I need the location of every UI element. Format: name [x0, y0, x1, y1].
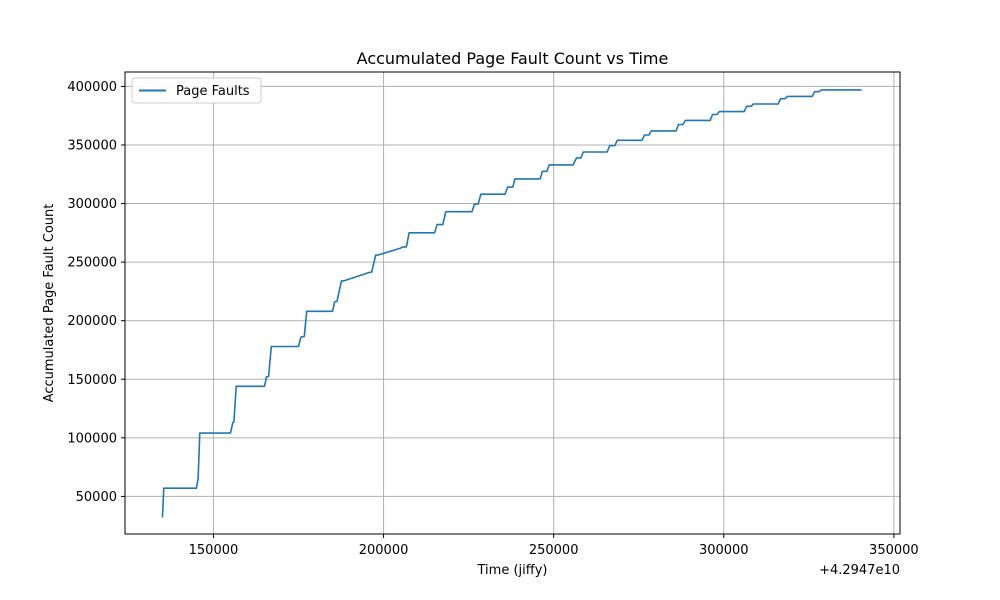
x-tick-label: 250000	[529, 543, 579, 558]
series-layer	[161, 89, 862, 518]
legend: Page Faults	[131, 77, 262, 104]
y-axis-label: Accumulated Page Fault Count	[42, 204, 57, 403]
x-tick-label: 300000	[699, 543, 749, 558]
y-tick-label: 150000	[67, 373, 117, 388]
y-tick-label: 300000	[67, 197, 117, 212]
y-tick-label: 100000	[67, 431, 117, 446]
legend-label-page-faults: Page Faults	[176, 84, 250, 99]
series-line-page-faults	[161, 89, 862, 518]
axis-ticks: 150000 200000 250000 300000 350000 50000 10000…	[67, 80, 918, 558]
x-axis-offset-label: +4.2947e10	[819, 563, 900, 578]
x-tick-label: 150000	[189, 543, 239, 558]
y-tick-label: 350000	[67, 138, 117, 153]
x-tick-label: 350000	[869, 543, 919, 558]
grid-lines	[125, 72, 900, 534]
y-tick-label: 200000	[67, 314, 117, 329]
chart-title: Accumulated Page Fault Count vs Time	[357, 49, 669, 68]
y-tick-label: 50000	[76, 490, 117, 505]
x-axis-label: Time (jiffy)	[477, 563, 548, 578]
x-tick-label: 200000	[359, 543, 409, 558]
y-tick-label: 400000	[67, 80, 117, 95]
y-tick-label: 250000	[67, 256, 117, 271]
plot-frame	[124, 71, 901, 535]
legend-box	[131, 77, 262, 104]
